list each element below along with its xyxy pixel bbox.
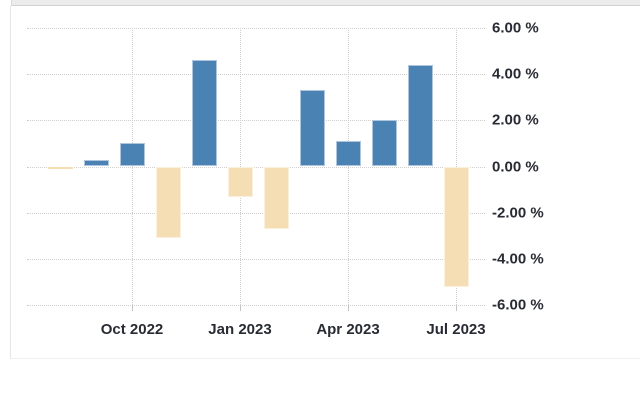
bar-apr-2023[interactable] — [335, 141, 361, 167]
bar-oct-2022[interactable] — [119, 143, 145, 167]
bar-jul-2023[interactable] — [443, 166, 469, 287]
y-axis-label: -4.00 % — [492, 250, 544, 268]
bar-sep-2022[interactable] — [83, 159, 109, 167]
grid-line-horizontal — [27, 166, 485, 168]
y-axis-label: -2.00 % — [492, 204, 544, 222]
x-axis-label: Jan 2023 — [208, 321, 272, 338]
grid-line-horizontal — [27, 258, 485, 260]
x-axis-tick-mark — [132, 305, 133, 311]
chart-panel: 6.00 % 4.00 % 2.00 % 0.00 % -2.00 % -4.00 % -6… — [10, 6, 640, 359]
grid-line-horizontal — [27, 212, 485, 214]
x-axis-tick-mark — [348, 305, 349, 311]
grid-line-vertical — [132, 28, 133, 305]
bar-mar-2023[interactable] — [299, 90, 325, 167]
y-axis-label: 6.00 % — [492, 19, 539, 37]
y-axis-label: 0.00 % — [492, 158, 539, 175]
grid-line-horizontal — [27, 74, 485, 76]
bar-feb-2023[interactable] — [263, 166, 289, 229]
x-axis-label: Apr 2023 — [316, 321, 380, 338]
y-axis-label: 2.00 % — [492, 111, 539, 129]
x-axis-label: Jul 2023 — [426, 321, 486, 338]
grid-line-horizontal — [27, 120, 485, 122]
bar-jan-2023[interactable] — [227, 166, 253, 197]
x-axis-tick-mark — [456, 305, 457, 311]
y-axis-label: -6.00 % — [492, 296, 544, 314]
bar-jun-2023[interactable] — [407, 64, 433, 167]
bar-nov-2022[interactable] — [155, 166, 181, 239]
bar-dec-2022[interactable] — [191, 60, 217, 167]
bar-may-2023[interactable] — [371, 120, 397, 167]
x-axis-label: Oct 2022 — [100, 321, 164, 338]
bar-aug-2022[interactable] — [47, 166, 73, 169]
x-axis-tick-mark — [240, 305, 241, 311]
clipped-toolbar-edge — [11, 0, 640, 6]
grid-line-horizontal — [27, 305, 485, 306]
y-axis-label: 4.00 % — [492, 65, 539, 83]
grid-line-horizontal — [27, 28, 485, 29]
grid-line-vertical — [348, 28, 349, 305]
